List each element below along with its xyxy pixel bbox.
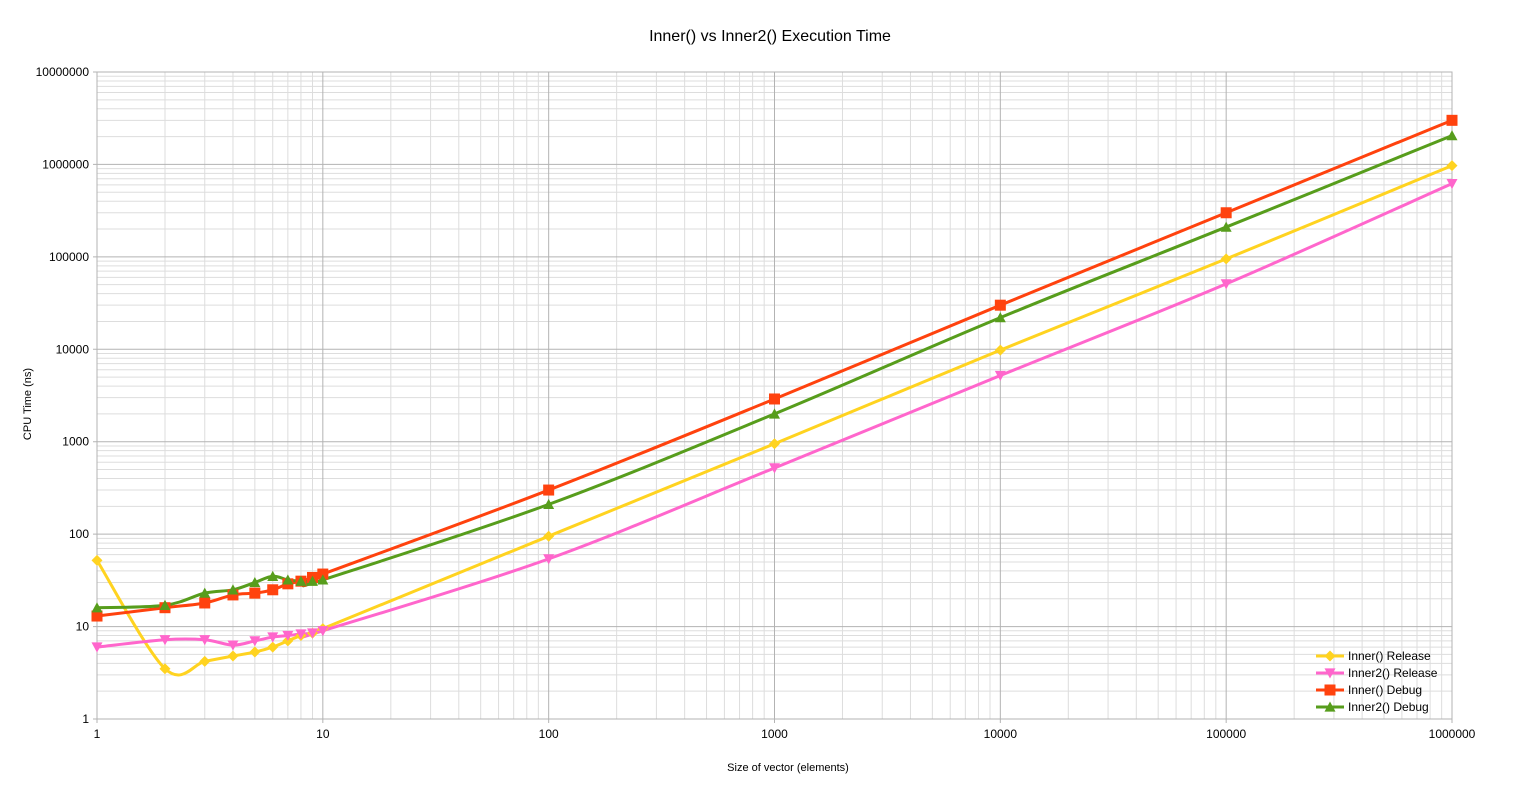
data-point	[227, 584, 239, 595]
data-point	[159, 635, 171, 646]
data-point	[91, 602, 103, 613]
data-point	[543, 554, 555, 565]
legend: Inner() Release Inner2() Release Inner() D…	[1316, 649, 1438, 714]
y-tick-labels: 1 10 100 1000 10000 100000 1000000 10000000	[36, 65, 90, 726]
legend-entry: Inner2() Debug	[1348, 700, 1429, 714]
y-tick-label: 1000	[62, 435, 89, 449]
legend-marker	[1324, 668, 1336, 679]
data-point	[994, 370, 1006, 382]
data-point	[249, 576, 261, 588]
data-point	[227, 640, 239, 651]
data-point	[227, 650, 239, 662]
data-point	[267, 641, 279, 653]
data-point	[543, 530, 555, 542]
y-tick-label: 10000000	[36, 65, 90, 79]
y-tick-label: 100	[69, 527, 89, 541]
data-point	[249, 646, 261, 658]
legend-marker	[1324, 701, 1336, 712]
data-point	[1220, 221, 1232, 232]
legend-entry: Inner() Debug	[1348, 683, 1422, 697]
data-point	[317, 574, 329, 585]
plot-area-border	[96, 71, 1453, 720]
legend-marker	[1324, 684, 1336, 696]
data-point	[267, 584, 279, 596]
data-point	[249, 587, 261, 599]
data-point	[199, 587, 211, 598]
data-point	[227, 589, 239, 601]
data-point	[199, 655, 211, 667]
data-point	[267, 570, 279, 581]
x-tick-label: 1000000	[1429, 727, 1476, 741]
y-tick-label: 10	[76, 620, 90, 634]
data-point	[91, 610, 103, 622]
data-point	[994, 344, 1006, 356]
x-tick-label: 10000	[984, 727, 1018, 741]
data-point	[199, 597, 211, 609]
data-point	[769, 463, 780, 474]
data-point	[769, 393, 780, 405]
data-point	[295, 629, 307, 640]
legend-entry: Inner2() Release	[1348, 666, 1438, 680]
data-point	[159, 663, 171, 675]
data-point	[994, 299, 1006, 311]
x-axis-title: Size of vector (elements)	[727, 762, 849, 774]
data-point	[769, 408, 780, 419]
data-point	[317, 568, 329, 580]
x-tick-label: 100000	[1206, 727, 1246, 741]
x-tick-label: 100	[539, 727, 559, 741]
data-point	[199, 635, 211, 646]
data-point	[1446, 114, 1458, 126]
data-point	[267, 632, 279, 643]
y-tick-label: 1	[82, 712, 89, 726]
series-markers	[91, 114, 1458, 675]
data-point	[306, 628, 318, 639]
x-tick-label: 1	[94, 727, 101, 741]
data-point	[1220, 207, 1232, 219]
data-point	[769, 438, 780, 450]
chart-title: Inner() vs Inner2() Execution Time	[649, 28, 891, 45]
data-point	[543, 484, 555, 496]
y-axis-title: CPU Time (ns)	[22, 368, 34, 440]
data-point	[317, 626, 329, 637]
legend-marker	[1324, 650, 1336, 662]
y-tick-label: 10000	[56, 342, 90, 356]
data-point	[306, 575, 318, 586]
y-tick-label: 100000	[49, 250, 89, 264]
data-point	[1446, 130, 1458, 141]
data-point	[1220, 253, 1232, 265]
data-point	[282, 574, 294, 585]
data-point	[295, 575, 307, 586]
x-tick-label: 1000	[761, 727, 788, 741]
data-point	[1220, 279, 1232, 290]
data-point	[249, 636, 261, 647]
data-point	[994, 312, 1006, 323]
y-tick-label: 1000000	[42, 157, 89, 171]
data-point	[282, 630, 294, 642]
data-point	[543, 498, 555, 510]
data-point	[1446, 160, 1458, 172]
legend-entry: Inner() Release	[1348, 649, 1431, 663]
data-point	[159, 599, 171, 610]
x-tick-labels: 1 10 100 1000 10000 100000 1000000	[94, 727, 1476, 741]
data-point	[91, 554, 103, 566]
data-point	[91, 642, 103, 653]
data-point	[1446, 178, 1458, 190]
x-tick-label: 10	[316, 727, 330, 741]
